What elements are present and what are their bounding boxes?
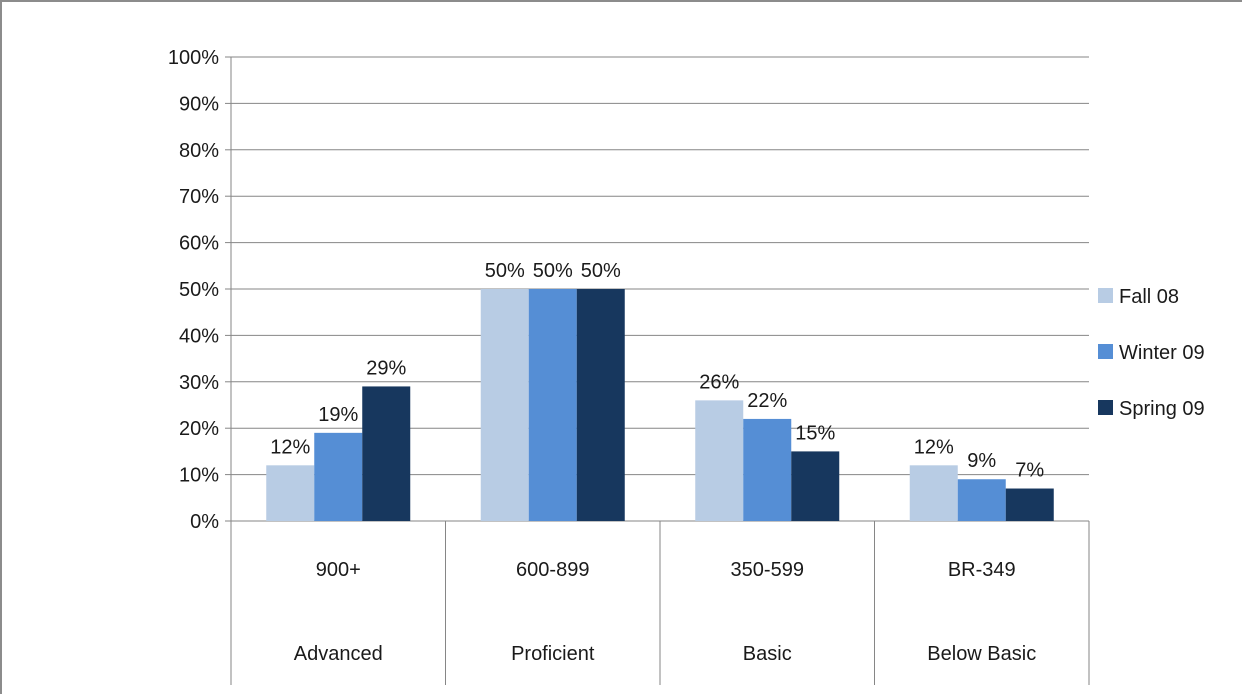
data-label: 29% <box>366 357 406 379</box>
x-group-label: Advanced <box>294 643 383 665</box>
x-group-label: Basic <box>743 643 792 665</box>
data-label: 12% <box>270 436 310 458</box>
data-label: 50% <box>533 260 573 282</box>
y-tick-label: 40% <box>179 325 219 347</box>
x-tick-label: 350-599 <box>731 559 804 581</box>
legend-label: Fall 08 <box>1119 286 1179 308</box>
data-label: 7% <box>1015 460 1044 482</box>
y-tick-label: 80% <box>179 140 219 162</box>
legend-label: Winter 09 <box>1119 342 1205 364</box>
bar <box>528 289 577 521</box>
y-tick-label: 50% <box>179 279 219 301</box>
y-tick-label: 70% <box>179 186 219 208</box>
bar <box>314 432 363 521</box>
x-group-label: Below Basic <box>927 643 1036 665</box>
bar <box>1005 488 1054 521</box>
legend-swatch <box>1098 288 1113 303</box>
legend-swatch <box>1098 400 1113 415</box>
data-label: 12% <box>914 436 954 458</box>
x-tick-label: BR-349 <box>948 559 1016 581</box>
data-label: 22% <box>747 390 787 412</box>
y-tick-label: 20% <box>179 418 219 440</box>
y-tick-label: 90% <box>179 93 219 115</box>
bar <box>743 418 792 521</box>
legend-label: Spring 09 <box>1119 398 1205 420</box>
legend-swatch <box>1098 344 1113 359</box>
y-tick-label: 0% <box>190 511 219 533</box>
data-label: 50% <box>581 260 621 282</box>
data-label: 26% <box>699 371 739 393</box>
bar <box>791 451 840 521</box>
bar <box>695 400 744 521</box>
bar <box>576 289 625 521</box>
y-tick-label: 30% <box>179 372 219 394</box>
y-tick-label: 60% <box>179 233 219 255</box>
bar <box>957 479 1006 521</box>
data-label: 9% <box>967 450 996 472</box>
x-tick-label: 600-899 <box>516 559 589 581</box>
x-group-label: Proficient <box>511 643 595 665</box>
bar <box>266 465 315 521</box>
bar <box>362 386 411 521</box>
y-tick-label: 100% <box>168 47 219 69</box>
x-tick-label: 900+ <box>316 559 361 581</box>
y-tick-label: 10% <box>179 465 219 487</box>
bar <box>480 289 529 521</box>
bar <box>909 465 958 521</box>
data-label: 15% <box>795 422 835 444</box>
data-label: 50% <box>485 260 525 282</box>
data-label: 19% <box>318 404 358 426</box>
